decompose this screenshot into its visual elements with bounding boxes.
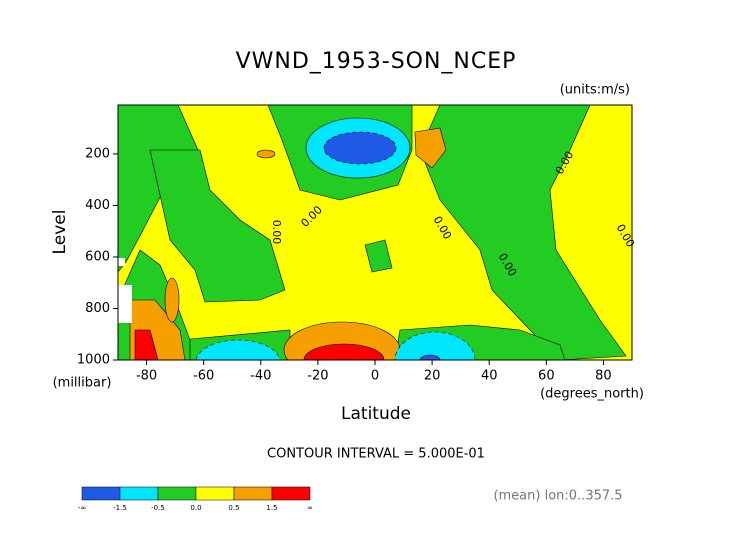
contour-label: 0.00 [270, 220, 283, 245]
colorbar-label: 1.5 [266, 504, 277, 512]
x-tick-label: 60 [538, 369, 555, 384]
y-tick-label: 800 [85, 301, 110, 316]
chart-title: VWND_1953-SON_NCEP [236, 49, 517, 74]
x-tick-label: -20 [307, 369, 328, 384]
region [134, 329, 159, 360]
region [256, 149, 276, 159]
x-tick-label: 0 [371, 369, 379, 384]
y-unit: (millibar) [53, 376, 112, 391]
x-tick-label: 20 [424, 369, 441, 384]
missing [118, 258, 125, 266]
colorbar-swatch [271, 486, 311, 501]
x-tick-label: -60 [193, 369, 214, 384]
units: (units:m/s) [560, 83, 630, 98]
x-tick-label: 40 [481, 369, 498, 384]
missing [118, 285, 132, 323]
y-tick-label: 200 [85, 146, 110, 161]
colorbar-label: 0.0 [190, 504, 201, 512]
region [118, 105, 199, 273]
colorbar-swatch [119, 486, 159, 501]
colorbar-label: -0.5 [151, 504, 165, 512]
region [419, 354, 441, 360]
region [323, 131, 397, 165]
contour-interval: CONTOUR INTERVAL = 5.000E-01 [267, 447, 485, 462]
y-tick-label: 1000 [77, 353, 110, 368]
y-axis-label: Level [50, 210, 70, 255]
colorbar-label: -∞ [78, 504, 86, 512]
x-unit: (degrees_north) [540, 387, 644, 402]
x-tick-label: 80 [595, 369, 612, 384]
region [364, 239, 393, 273]
colorbar-label: ∞ [307, 504, 313, 512]
colorbar-label: 0.5 [228, 504, 239, 512]
region [149, 149, 286, 303]
colorbar-swatch [195, 486, 235, 501]
y-tick-label: 600 [85, 249, 110, 264]
region [414, 127, 447, 169]
x-axis-label: Latitude [341, 404, 411, 424]
region [195, 339, 281, 360]
region [419, 105, 627, 360]
colorbar-label: -1.5 [113, 504, 127, 512]
colorbar-swatch [81, 486, 121, 501]
contour-fill [118, 105, 632, 360]
colorbar-swatch [157, 486, 197, 501]
region [394, 331, 476, 360]
colorbar-swatch [233, 486, 273, 501]
region [164, 277, 180, 323]
footnote: (mean) lon:0..357.5 [493, 489, 622, 504]
x-tick-label: -80 [136, 369, 157, 384]
y-tick-label: 400 [85, 198, 110, 213]
region [303, 343, 385, 360]
x-tick-label: -40 [250, 369, 271, 384]
